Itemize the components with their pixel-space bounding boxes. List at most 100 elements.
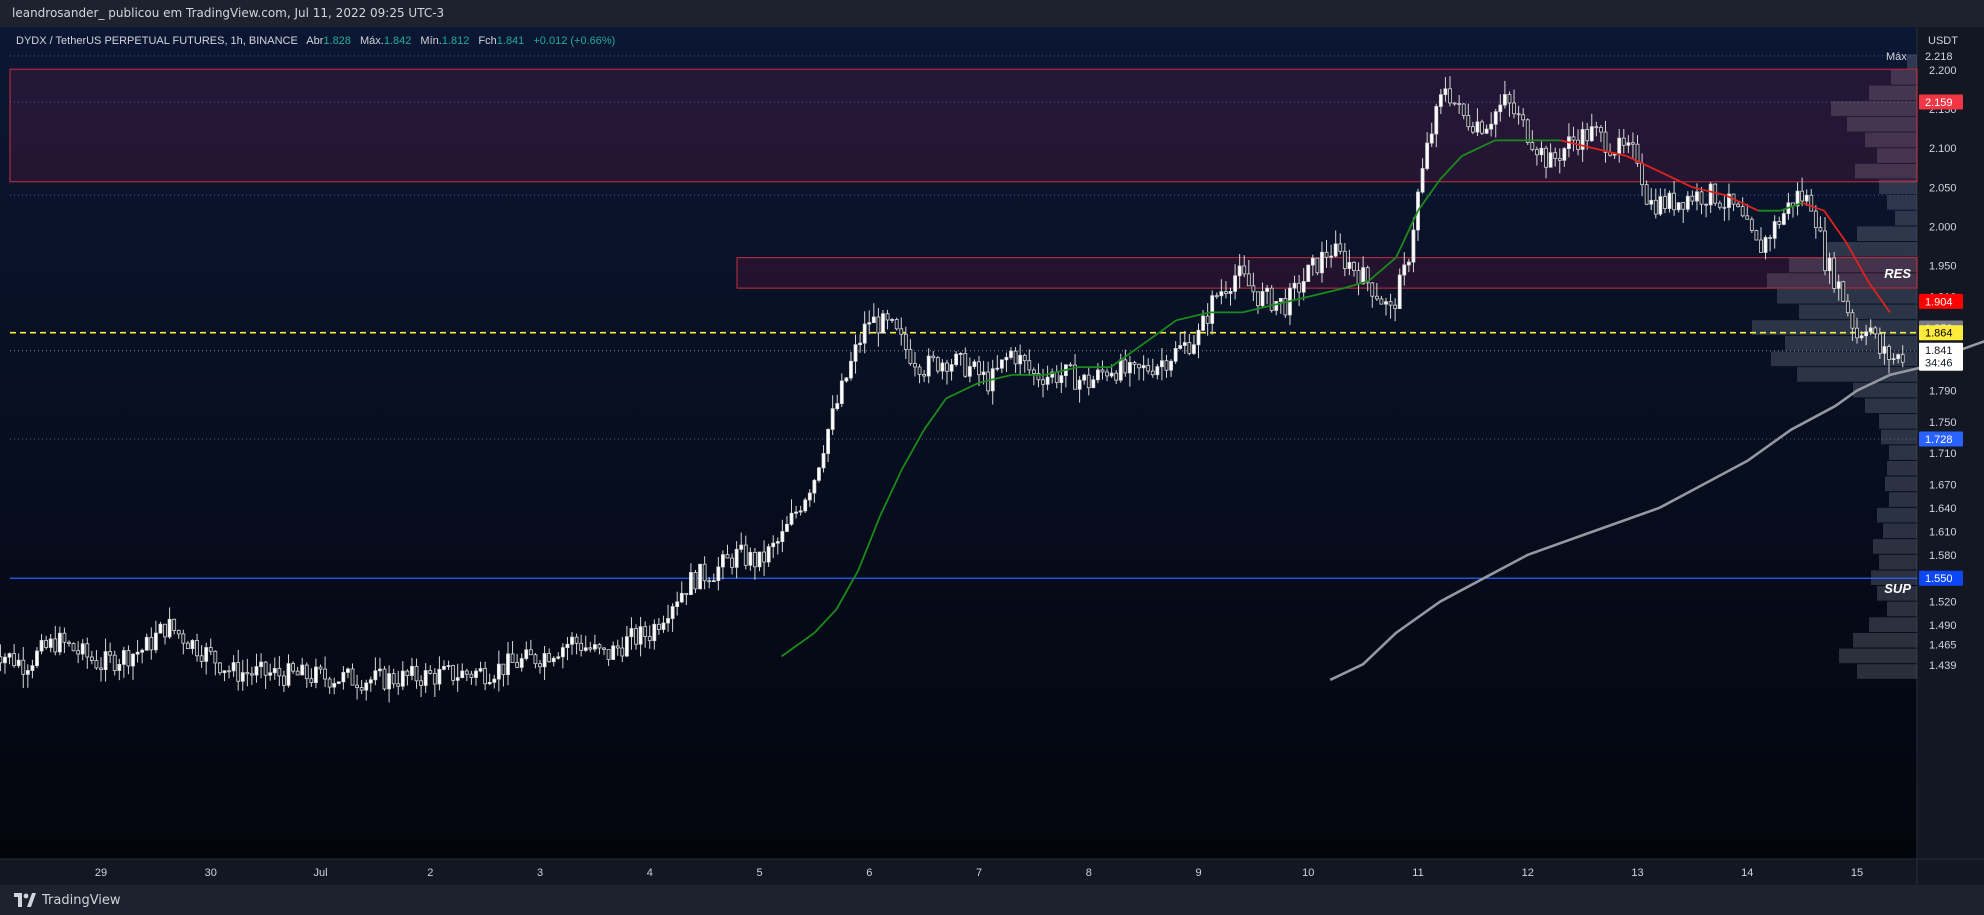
candle-body-333 <box>1512 102 1516 115</box>
candle-body-80 <box>355 684 359 688</box>
candle-body-412 <box>1873 327 1878 335</box>
candle-body-288 <box>1306 264 1311 282</box>
candle-body-348 <box>1580 129 1585 150</box>
candle-body-374 <box>1699 191 1704 205</box>
candle-body-58 <box>254 666 259 676</box>
candle-body-135 <box>606 649 611 660</box>
y-tick-2: 2.100 <box>1929 143 1957 155</box>
volume-profile-bar-6 <box>1877 148 1917 163</box>
candle-body-157 <box>707 580 712 583</box>
candle-body-378 <box>1717 202 1722 208</box>
candle-body-328 <box>1489 123 1494 130</box>
candle-body-338 <box>1534 149 1539 156</box>
candle-body-73 <box>323 668 327 680</box>
candle-body-189 <box>853 344 858 362</box>
tradingview-logo[interactable]: TradingView <box>14 892 121 908</box>
candle-body-102 <box>455 677 460 681</box>
candle-body-145 <box>652 623 657 642</box>
x-tick-10: 9 <box>1195 867 1201 879</box>
candle-body-191 <box>862 323 867 344</box>
candle-body-287 <box>1301 281 1306 293</box>
price-label-box-5 <box>1919 342 1963 371</box>
price-label-text-4: 1.864 <box>1925 328 1953 340</box>
candle-body-370 <box>1681 202 1686 210</box>
candle-body-200 <box>903 333 908 350</box>
candle-body-222 <box>1004 357 1009 361</box>
candle-body-375 <box>1704 203 1708 206</box>
candle-body-169 <box>762 551 766 563</box>
candle-body-100 <box>446 665 451 667</box>
candle-body-182 <box>821 453 826 469</box>
candle-body-386 <box>1754 230 1759 241</box>
brand-name: TradingView <box>42 892 121 908</box>
candle-body-403 <box>1832 257 1837 289</box>
high-value: 1.842 <box>384 35 412 47</box>
publish-text: leandrosander_ publicou em TradingView.c… <box>12 6 445 20</box>
candle-body-146 <box>656 623 661 630</box>
candle-body-372 <box>1690 195 1695 202</box>
candle-body-50 <box>217 662 222 674</box>
candle-body-63 <box>277 668 282 677</box>
candle-body-149 <box>670 606 675 619</box>
y-tick-5: 1.950 <box>1929 260 1957 272</box>
candle-body-186 <box>839 380 844 404</box>
candle-body-269 <box>1219 291 1224 297</box>
candle-body-397 <box>1804 194 1809 202</box>
candle-body-400 <box>1818 227 1823 232</box>
volume-profile-bar-1 <box>1891 70 1917 85</box>
volume-profile <box>1752 54 1917 679</box>
candle-body-14 <box>53 638 58 653</box>
candle-body-279 <box>1265 287 1269 292</box>
footer-bar: TradingView <box>0 885 1984 915</box>
price-chart[interactable]: RES SUP 2.2002.1502.1002.0502.0001.9501.… <box>0 27 1984 885</box>
ma-fast-segment-13 <box>1143 319 1178 345</box>
candle-body-170 <box>766 546 771 563</box>
moving-averages <box>780 139 1984 682</box>
price-label-box-7 <box>1919 570 1963 586</box>
volume-profile-bar-11 <box>1857 226 1917 242</box>
y-tick-14: 1.610 <box>1929 526 1957 538</box>
candle-body-175 <box>789 512 794 525</box>
candle-body-192 <box>867 322 872 325</box>
candle-body-205 <box>926 355 931 377</box>
candle-body-54 <box>236 662 241 682</box>
volume-profile-bar-38 <box>1839 648 1917 664</box>
candle-body-317 <box>1438 94 1443 107</box>
candle-body-84 <box>373 670 378 681</box>
y-tick-11: 1.710 <box>1929 448 1957 460</box>
candle-body-133 <box>597 644 602 649</box>
candle-body-198 <box>894 319 899 330</box>
currency-label: USDT <box>1928 35 1958 47</box>
x-tick-15: 14 <box>1741 867 1753 879</box>
candle-body-83 <box>368 679 373 684</box>
candle-body-227 <box>1027 360 1032 371</box>
volume-profile-bar-28 <box>1889 492 1917 507</box>
volume-profile-bar-14 <box>1767 273 1917 288</box>
candle-body-23 <box>94 660 99 669</box>
candle-body-9 <box>30 665 35 671</box>
candle-body-257 <box>1164 360 1169 371</box>
candle-body-342 <box>1553 152 1558 159</box>
candle-body-302 <box>1370 282 1375 297</box>
candle-body-343 <box>1557 158 1562 161</box>
candle-body-112 <box>501 663 506 676</box>
candle-body-340 <box>1544 147 1548 168</box>
low-label: Mín. <box>420 35 441 47</box>
candle-body-151 <box>679 592 684 603</box>
candle-body-95 <box>423 670 428 686</box>
candle-body-61 <box>268 672 273 676</box>
candle-body-134 <box>602 647 606 650</box>
price-label-text-5: 1.841 <box>1925 345 1953 357</box>
candle-body-34 <box>144 636 149 651</box>
candle-body-318 <box>1443 88 1448 96</box>
price-zones: RES <box>9 55 1918 440</box>
candle-body-79 <box>350 668 355 686</box>
candle-body-339 <box>1539 147 1544 156</box>
zone-label-1: RES <box>1884 266 1911 281</box>
candle-body-204 <box>922 374 927 377</box>
candle-body-246 <box>1114 372 1119 381</box>
candle-body-392 <box>1781 213 1786 225</box>
candle-body-56 <box>245 672 250 675</box>
ma-fast-segment-24 <box>1461 139 1496 157</box>
candle-body-335 <box>1521 114 1526 121</box>
